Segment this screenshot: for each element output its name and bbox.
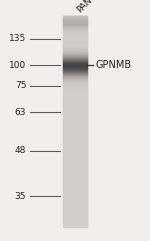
Text: 100: 100 — [9, 60, 26, 70]
Text: PANC-1: PANC-1 — [75, 0, 105, 15]
Text: 63: 63 — [15, 107, 26, 117]
Text: 135: 135 — [9, 34, 26, 43]
Text: GPNMB: GPNMB — [96, 60, 132, 70]
Bar — [63, 16, 87, 227]
Text: 35: 35 — [15, 192, 26, 201]
Text: 48: 48 — [15, 146, 26, 155]
Text: 75: 75 — [15, 81, 26, 90]
